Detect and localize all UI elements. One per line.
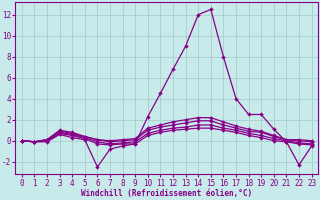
X-axis label: Windchill (Refroidissement éolien,°C): Windchill (Refroidissement éolien,°C): [81, 189, 252, 198]
